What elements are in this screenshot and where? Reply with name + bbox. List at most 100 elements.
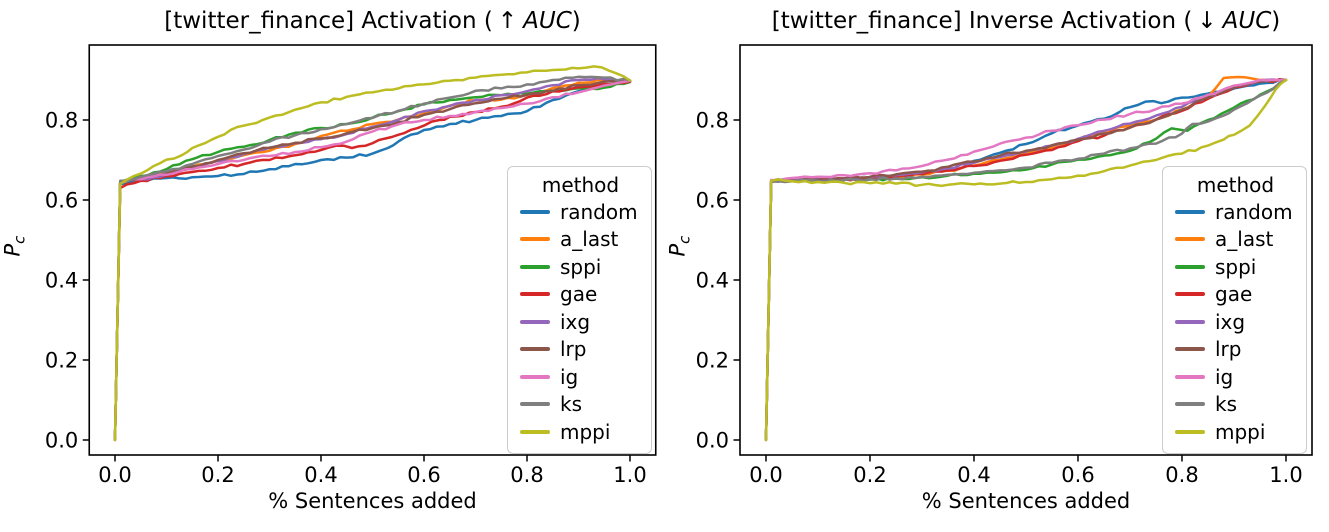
legend-item-ks: ks	[520, 391, 641, 419]
legend-line-swatch	[1175, 264, 1205, 269]
legend-items: random a_last sppi gae ixg lrp ig ks mppi	[1175, 198, 1296, 446]
legend-line-swatch	[520, 237, 550, 242]
legend-item-lrp: lrp	[1175, 336, 1296, 364]
y-tick-label: 0.0	[45, 429, 78, 453]
axes-frame	[88, 44, 657, 456]
legend-item-label: ks	[1215, 392, 1238, 417]
legend: method random a_last sppi gae ixg lrp ig ks mppi	[1162, 166, 1307, 454]
legend-item-mppi: mppi	[1175, 418, 1296, 446]
chart-title-close: )	[571, 8, 581, 34]
series-line-ig	[113, 79, 632, 442]
legend-item-sppi: sppi	[1175, 253, 1296, 281]
x-tick-label: 0.4	[957, 463, 990, 487]
y-tick-label: 0.2	[45, 349, 78, 373]
legend-item-label: ixg	[560, 309, 591, 334]
legend-line-swatch	[520, 374, 550, 379]
legend-item-label: sppi	[560, 254, 602, 279]
chart-activation: 0.0 0.2 0.4 0.6 0.8 1.0 0.0 0.2 0.4 0.6 0.8 [twitt…	[0, 0, 664, 532]
legend-item-random: random	[1175, 198, 1296, 226]
legend-line-swatch	[520, 402, 550, 407]
x-axis-label: % Sentences added	[921, 489, 1131, 513]
x-tick-label: 0.2	[201, 463, 234, 487]
chart-title-text: [twitter_finance] Activation (	[164, 8, 493, 34]
legend-line-swatch	[1175, 209, 1205, 214]
x-tick-label: 0.0	[98, 463, 131, 487]
legend-item-label: gae	[1215, 282, 1253, 307]
y-tick-label: 0.4	[45, 269, 78, 293]
x-tick-label: 0.6	[1061, 463, 1094, 487]
legend-line-swatch	[520, 429, 550, 434]
legend-item-label: ig	[560, 364, 579, 389]
series-line-lrp	[764, 78, 1288, 442]
legend-item-ig: ig	[1175, 363, 1296, 391]
legend-item-lrp: lrp	[520, 336, 641, 364]
legend-line-swatch	[520, 264, 550, 269]
legend-item-a_last: a_last	[520, 226, 641, 254]
series-line-ig	[764, 78, 1288, 442]
legend-item-label: lrp	[1215, 337, 1242, 362]
y-axis-ticks: 0.0 0.2 0.4 0.6 0.8	[696, 109, 740, 453]
legend-item-label: lrp	[560, 337, 587, 362]
y-tick-label: 0.8	[696, 109, 729, 133]
series-line-ks	[764, 78, 1288, 442]
legend-item-mppi: mppi	[520, 418, 641, 446]
legend-item-sppi: sppi	[520, 253, 641, 281]
legend-line-swatch	[520, 347, 550, 352]
series-line-lrp	[113, 78, 632, 442]
legend-item-gae: gae	[520, 281, 641, 309]
x-axis-ticks: 0.0 0.2 0.4 0.6 0.8 1.0	[749, 455, 1303, 487]
activation-plot: 0.0 0.2 0.4 0.6 0.8 1.0 0.0 0.2 0.4 0.6 0.8	[45, 44, 657, 487]
x-tick-label: 0.6	[407, 463, 440, 487]
legend-line-swatch	[1175, 292, 1205, 297]
inverse-activation-plot: 0.0 0.2 0.4 0.6 0.8 1.0 0.0 0.2 0.4 0.6 0.8	[696, 44, 1313, 487]
y-tick-label: 0.0	[696, 429, 729, 453]
legend-item-gae: gae	[1175, 281, 1296, 309]
series-line-mppi	[113, 65, 632, 442]
chart-title-auc: AUC	[523, 8, 572, 34]
legend-title: method	[541, 173, 620, 197]
series-line-random	[113, 79, 632, 442]
series-line-gae	[113, 80, 632, 442]
legend-items: random a_last sppi gae ixg lrp ig ks mppi	[520, 198, 641, 446]
chart-inverse-activation: 0.0 0.2 0.4 0.6 0.8 1.0 0.0 0.2 0.4 0.6 0.8 [twitt…	[665, 0, 1329, 532]
y-tick-label: 0.6	[45, 189, 78, 213]
legend-item-random: random	[520, 198, 641, 226]
x-axis-label: % Sentences added	[268, 489, 477, 513]
legend-item-label: mppi	[1215, 419, 1266, 444]
legend-item-label: a_last	[560, 227, 619, 252]
y-tick-label: 0.4	[696, 269, 729, 293]
x-tick-label: 0.4	[304, 463, 337, 487]
legend-item-label: sppi	[1215, 254, 1257, 279]
chart-title-auc: AUC	[1222, 8, 1272, 34]
legend-line-swatch	[520, 319, 550, 324]
y-axis-label: Pc	[0, 235, 29, 257]
x-tick-label: 0.8	[510, 463, 543, 487]
axes-frame	[739, 44, 1313, 456]
x-axis-ticks: 0.0 0.2 0.4 0.6 0.8 1.0	[98, 455, 647, 487]
legend-title: method	[1196, 173, 1275, 197]
legend-line-swatch	[1175, 429, 1205, 434]
legend-line-swatch	[1175, 237, 1205, 242]
legend-line-swatch	[1175, 402, 1205, 407]
chart-title: [twitter_finance] Activation (↑ AUC)	[164, 8, 581, 34]
legend-item-ig: ig	[520, 363, 641, 391]
legend-line-swatch	[1175, 319, 1205, 324]
x-tick-label: 0.8	[1165, 463, 1198, 487]
legend-item-label: random	[1215, 199, 1293, 224]
up-arrow-icon: ↑	[497, 8, 518, 34]
x-tick-label: 0.2	[853, 463, 886, 487]
series-lines	[113, 65, 632, 442]
y-tick-label: 0.6	[696, 189, 729, 213]
down-arrow-icon: ↓	[1197, 8, 1217, 34]
legend-item-label: gae	[560, 282, 598, 307]
series-line-ks	[113, 75, 632, 442]
chart-title-close: )	[1271, 8, 1281, 34]
legend-item-ixg: ixg	[1175, 308, 1296, 336]
x-tick-label: 1.0	[613, 463, 646, 487]
legend-item-label: a_last	[1215, 227, 1274, 252]
y-tick-label: 0.8	[45, 109, 78, 133]
legend-line-swatch	[1175, 374, 1205, 379]
y-axis-label: Pc	[665, 235, 694, 257]
series-line-mppi	[764, 78, 1288, 442]
